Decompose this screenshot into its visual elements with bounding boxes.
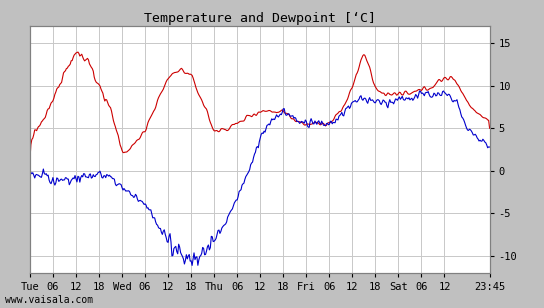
Title: Temperature and Dewpoint [‘C]: Temperature and Dewpoint [‘C] [144, 12, 376, 25]
Text: www.vaisala.com: www.vaisala.com [5, 295, 94, 305]
